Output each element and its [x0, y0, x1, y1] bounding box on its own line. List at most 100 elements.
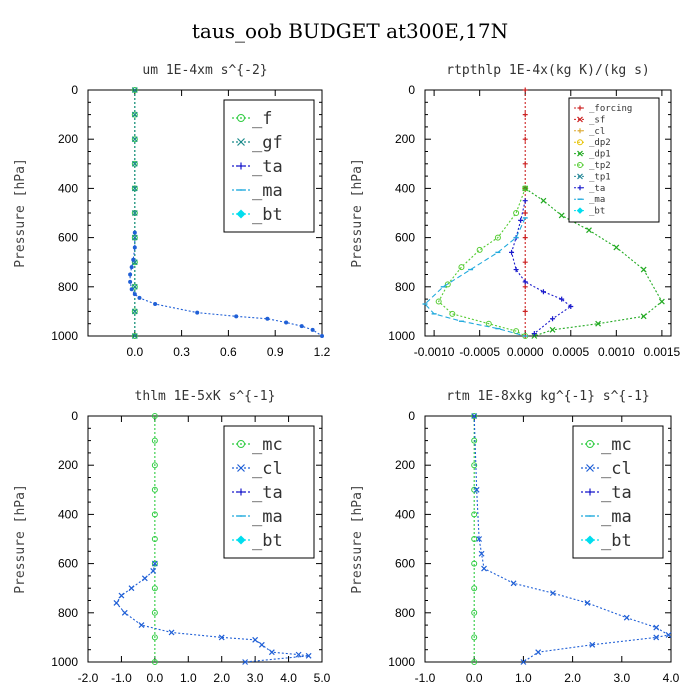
data-point: [522, 198, 528, 204]
data-point: [151, 437, 158, 444]
data-point: [320, 334, 324, 338]
data-point: [132, 245, 137, 250]
data-point: [595, 320, 602, 327]
data-point: [522, 161, 528, 167]
data-point: [558, 212, 565, 219]
legend-label: _ma: [589, 195, 605, 205]
data-point: [522, 185, 529, 192]
legend-label: _bt: [252, 205, 283, 225]
data-point: [137, 295, 142, 300]
data-point: [131, 87, 138, 93]
panel-title: um 1E-4xm s^{-2}: [142, 63, 267, 78]
legend-marker: [237, 464, 245, 472]
data-point: [540, 289, 546, 295]
data-point: [131, 283, 138, 290]
legend-label: _ma: [252, 181, 283, 201]
data-point: [471, 609, 478, 616]
series-line: [424, 217, 526, 337]
x-tick-label: 0.0015: [644, 345, 681, 359]
y-tick-label: 0: [71, 409, 78, 423]
data-point: [522, 308, 528, 314]
legend: _mc _cl _ta _ma _bt: [572, 425, 664, 559]
legend-marker: [236, 209, 246, 219]
data-point: [265, 316, 270, 321]
data-point: [471, 560, 478, 567]
data-point: [118, 592, 125, 599]
data-point: [471, 634, 478, 641]
data-point: [510, 580, 517, 587]
data-point: [138, 622, 145, 629]
data-point: [535, 649, 542, 656]
legend-marker: [237, 162, 245, 170]
legend-label: _bt: [252, 531, 283, 551]
data-point: [113, 600, 120, 606]
figure-title: taus_oob BUDGET at300E,17N: [192, 19, 508, 43]
x-tick-label: -2.0: [78, 671, 99, 685]
y-tick-label: 0: [71, 83, 78, 97]
data-point: [522, 259, 528, 265]
y-tick-label: 0: [408, 409, 415, 423]
data-point: [522, 235, 528, 241]
panel-3: thlm 1E-5xK s^{-1} Pressure [hPa] 0 200 400 6…: [13, 389, 331, 685]
data-point: [131, 333, 138, 339]
data-point: [141, 575, 148, 582]
x-tick-label: 1.0: [180, 671, 197, 685]
y-tick-label: 0: [408, 83, 415, 97]
x-tick-label: 5.0: [314, 671, 331, 685]
panel-1: um 1E-4xm s^{-2} Pressure [hPa] 0 200 400 600…: [13, 63, 331, 359]
x-tick-label: -0.0010: [414, 345, 455, 359]
legend-marker: [577, 116, 583, 123]
data-point: [151, 536, 158, 542]
data-point: [471, 437, 478, 444]
data-point: [131, 160, 138, 167]
legend-label: _ta: [589, 184, 605, 194]
data-point: [473, 486, 480, 493]
series-line: [510, 200, 572, 334]
legend-marker: [237, 114, 245, 122]
data-point: [522, 284, 528, 290]
x-tick-label: 0.9: [267, 345, 284, 359]
data-point: [549, 326, 556, 333]
data-point: [128, 272, 133, 277]
data-point: [131, 136, 138, 143]
data-point: [131, 87, 138, 93]
data-point: [131, 210, 138, 216]
data-point: [584, 600, 591, 606]
data-point: [568, 303, 574, 309]
y-axis-label: Pressure [hPa]: [13, 484, 28, 594]
y-tick-label: 200: [58, 132, 78, 146]
y-tick-label: 1000: [51, 655, 78, 669]
data-point: [252, 636, 259, 643]
data-point: [494, 234, 501, 241]
legend-label: _forcing: [589, 104, 632, 114]
data-point: [471, 659, 478, 665]
data-point: [151, 560, 158, 567]
legend-label: _mc: [601, 435, 632, 455]
data-point: [522, 279, 528, 285]
data-point: [522, 112, 528, 118]
x-tick-label: 0.0: [126, 345, 143, 359]
legend-label: _cl: [589, 127, 605, 137]
data-point: [150, 568, 157, 574]
legend: _forcing_sf _cl_dp2 _dp1_tp2_tp1 _ta_ma _bt: [568, 97, 660, 223]
data-point: [522, 87, 528, 93]
legend-label: _gf: [252, 133, 283, 153]
legend-label: _dp2: [589, 138, 611, 148]
data-point: [471, 462, 478, 469]
data-point: [513, 210, 520, 216]
series-mc: [471, 413, 478, 665]
data-point: [132, 292, 137, 297]
data-point: [151, 609, 158, 616]
data-point: [132, 230, 137, 235]
data-point: [151, 560, 158, 567]
data-point: [131, 111, 138, 118]
data-point: [509, 249, 515, 255]
data-point: [151, 413, 158, 419]
legend-label: _bt: [601, 531, 632, 551]
data-point: [471, 585, 478, 592]
legend-marker: [577, 128, 583, 134]
data-point: [586, 227, 592, 234]
series-line: [437, 188, 526, 337]
x-tick-label: -0.0005: [459, 345, 500, 359]
data-point: [131, 333, 138, 339]
